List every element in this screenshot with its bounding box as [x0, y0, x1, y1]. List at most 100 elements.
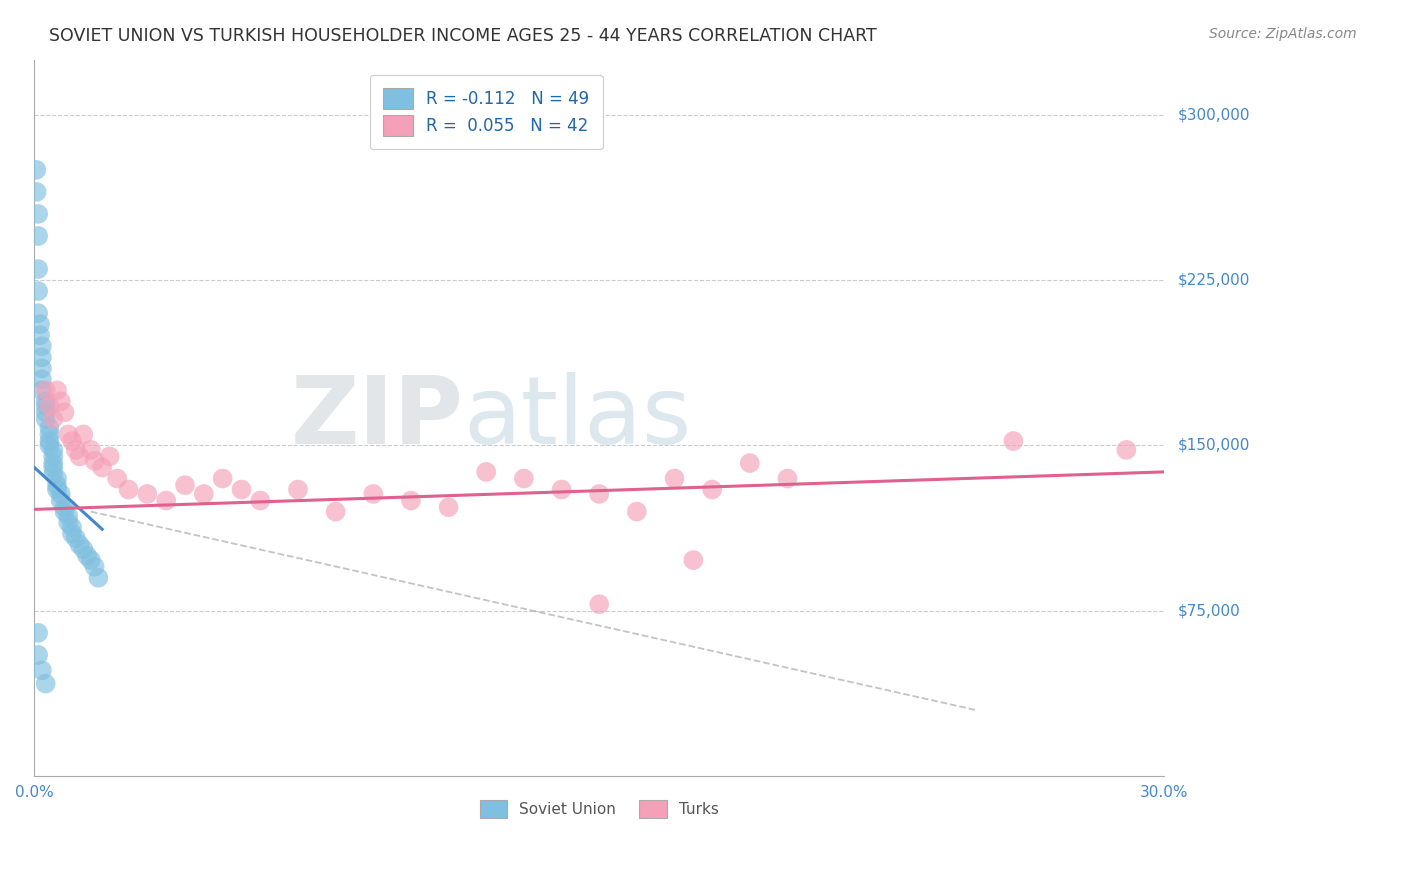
- Point: [31, 351, 53, 365]
- Point: [27, 207, 49, 221]
- Point: [58, 516, 80, 530]
- Point: [475, 465, 498, 479]
- Point: [91, 460, 114, 475]
- Point: [1002, 434, 1025, 448]
- Text: $75,000: $75,000: [1178, 603, 1240, 618]
- Point: [42, 456, 65, 470]
- Point: [38, 399, 60, 413]
- Point: [588, 487, 610, 501]
- Point: [231, 483, 253, 497]
- Text: ZIP: ZIP: [291, 372, 464, 464]
- Point: [42, 412, 65, 426]
- Point: [105, 471, 128, 485]
- Text: Source: ZipAtlas.com: Source: ZipAtlas.com: [1209, 27, 1357, 41]
- Text: $225,000: $225,000: [1178, 273, 1250, 287]
- Point: [60, 520, 83, 534]
- Point: [682, 553, 704, 567]
- Point: [42, 450, 65, 464]
- Point: [58, 427, 80, 442]
- Point: [27, 229, 49, 244]
- Point: [34, 394, 56, 409]
- Point: [325, 505, 347, 519]
- Point: [25, 185, 48, 199]
- Point: [80, 442, 103, 457]
- Point: [34, 384, 56, 398]
- Point: [399, 493, 422, 508]
- Point: [60, 434, 83, 448]
- Point: [437, 500, 460, 515]
- Point: [34, 405, 56, 419]
- Point: [31, 384, 53, 398]
- Point: [664, 471, 686, 485]
- Point: [249, 493, 271, 508]
- Point: [702, 483, 724, 497]
- Point: [38, 438, 60, 452]
- Point: [738, 456, 761, 470]
- Point: [38, 427, 60, 442]
- Point: [65, 531, 87, 545]
- Point: [31, 361, 53, 376]
- Point: [46, 384, 69, 398]
- Point: [117, 483, 139, 497]
- Point: [27, 306, 49, 320]
- Point: [38, 421, 60, 435]
- Text: atlas: atlas: [464, 372, 692, 464]
- Point: [155, 493, 177, 508]
- Point: [34, 412, 56, 426]
- Point: [136, 487, 159, 501]
- Point: [28, 317, 51, 331]
- Point: [83, 454, 105, 468]
- Point: [550, 483, 572, 497]
- Point: [46, 478, 69, 492]
- Point: [626, 505, 648, 519]
- Point: [25, 162, 48, 177]
- Text: $150,000: $150,000: [1178, 438, 1250, 453]
- Legend: Soviet Union, Turks: Soviet Union, Turks: [472, 792, 727, 826]
- Point: [42, 442, 65, 457]
- Point: [34, 676, 56, 690]
- Point: [87, 571, 110, 585]
- Point: [49, 394, 72, 409]
- Point: [65, 442, 87, 457]
- Point: [49, 493, 72, 508]
- Point: [53, 405, 76, 419]
- Point: [513, 471, 536, 485]
- Text: $300,000: $300,000: [1178, 107, 1250, 122]
- Point: [174, 478, 197, 492]
- Point: [76, 549, 98, 563]
- Point: [53, 505, 76, 519]
- Point: [38, 434, 60, 448]
- Point: [72, 542, 94, 557]
- Point: [83, 559, 105, 574]
- Point: [31, 339, 53, 353]
- Point: [72, 427, 94, 442]
- Point: [69, 450, 91, 464]
- Point: [60, 526, 83, 541]
- Point: [46, 483, 69, 497]
- Point: [42, 460, 65, 475]
- Point: [31, 372, 53, 386]
- Point: [1115, 442, 1137, 457]
- Point: [588, 597, 610, 611]
- Text: SOVIET UNION VS TURKISH HOUSEHOLDER INCOME AGES 25 - 44 YEARS CORRELATION CHART: SOVIET UNION VS TURKISH HOUSEHOLDER INCO…: [49, 27, 877, 45]
- Point: [31, 664, 53, 678]
- Point: [27, 648, 49, 662]
- Point: [193, 487, 215, 501]
- Point: [27, 262, 49, 277]
- Point: [46, 471, 69, 485]
- Point: [776, 471, 799, 485]
- Point: [211, 471, 233, 485]
- Point: [287, 483, 309, 497]
- Point: [27, 284, 49, 298]
- Point: [28, 328, 51, 343]
- Point: [34, 399, 56, 413]
- Point: [27, 625, 49, 640]
- Point: [361, 487, 384, 501]
- Point: [98, 450, 121, 464]
- Point: [58, 508, 80, 523]
- Point: [69, 538, 91, 552]
- Point: [42, 467, 65, 482]
- Point: [53, 500, 76, 515]
- Point: [49, 487, 72, 501]
- Point: [80, 553, 103, 567]
